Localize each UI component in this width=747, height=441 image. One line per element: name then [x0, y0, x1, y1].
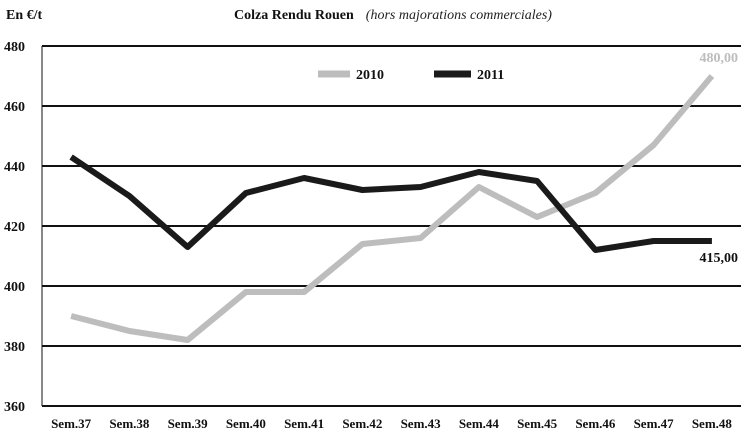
y-tick-label-440: 440: [4, 160, 25, 175]
legend-label-2010: 2010: [356, 68, 384, 83]
x-tick-label-sem-46: Sem.46: [575, 416, 616, 431]
x-tick-label-sem-47: Sem.47: [634, 416, 675, 431]
series-layer: [69, 74, 715, 343]
y-tick-label-380: 380: [4, 340, 25, 355]
x-tick-label-sem-45: Sem.45: [517, 416, 558, 431]
series-line-2011: [69, 154, 712, 253]
end-annotation-2010: 480,00: [700, 51, 739, 66]
y-tick-label-420: 420: [4, 220, 25, 235]
x-tick-label-sem-39: Sem.39: [168, 416, 209, 431]
legend: 2010 2011: [318, 68, 504, 83]
grid-layer: [42, 45, 741, 407]
x-tick-label-sem-43: Sem.43: [401, 416, 442, 431]
x-tick-label-sem-37: Sem.37: [51, 416, 92, 431]
x-tick-label-sem-44: Sem.44: [459, 416, 500, 431]
x-tick-label-sem-48: Sem.48: [692, 416, 733, 431]
y-tick-label-400: 400: [4, 280, 25, 295]
y-tick-label-480: 480: [4, 40, 25, 55]
series-line-2010: [70, 74, 715, 343]
x-tick-label-sem-42: Sem.42: [342, 416, 382, 431]
y-axis-unit-label: En €/t: [6, 8, 43, 23]
y-tick-label-360: 360: [4, 400, 25, 415]
chart-subtitle: (hors majorations commerciales): [366, 8, 552, 23]
axis-layer: 360 380 400 420 440 460 480 Sem.37 Sem.38 Sem.39 S…: [4, 40, 732, 431]
label-layer: 480,00 415,00: [700, 51, 739, 266]
x-tick-label-sem-41: Sem.41: [284, 416, 324, 431]
chart-title: Colza Rendu Rouen (hors majorations comm…: [234, 6, 552, 23]
x-tick-label-sem-38: Sem.38: [109, 416, 150, 431]
end-annotation-2011: 415,00: [700, 251, 739, 266]
legend-label-2011: 2011: [477, 68, 504, 83]
x-tick-label-sem-40: Sem.40: [226, 416, 266, 431]
chart-title-main: Colza Rendu Rouen: [234, 8, 354, 23]
y-tick-label-460: 460: [4, 100, 25, 115]
